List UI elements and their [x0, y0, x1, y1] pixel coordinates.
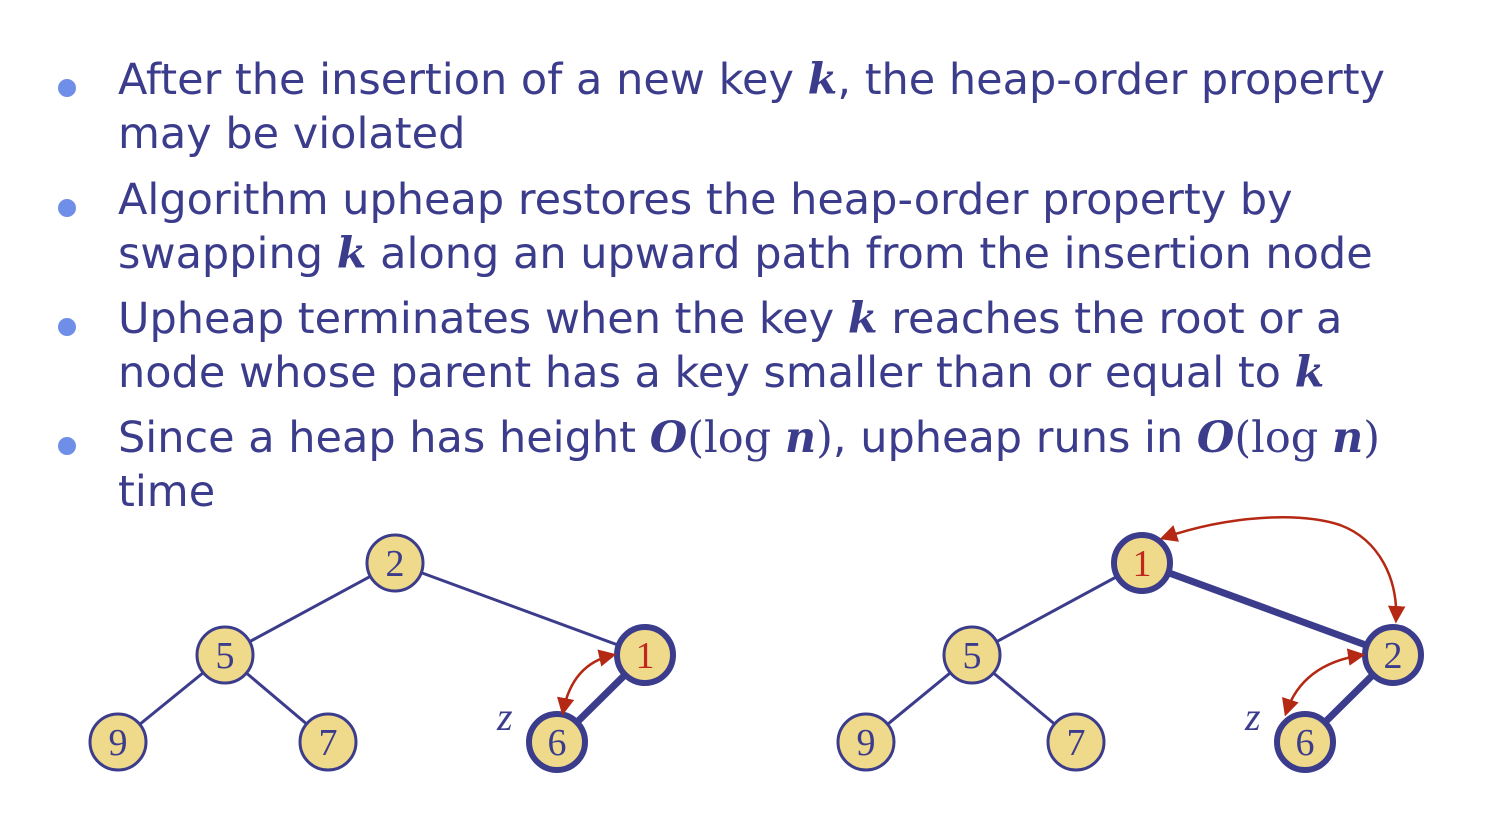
text-fragment: Algorithm upheap restores the heap-order…	[118, 175, 1293, 225]
tree-node-highlighted	[614, 624, 676, 686]
node-key-swapped: 1	[1133, 543, 1152, 585]
math-k: k	[336, 229, 367, 279]
node-key: 6	[1296, 722, 1315, 764]
bullet-text-1: After the insertion of a new key k, the …	[118, 53, 1498, 161]
node-key: 2	[1384, 635, 1403, 677]
text-fragment: After the insertion of a new key	[118, 55, 808, 105]
right-heap-tree: 1 5 2 9 7 6 z	[836, 516, 1424, 773]
tree-node	[195, 625, 255, 685]
text-fragment: time	[118, 467, 216, 517]
text-fragment: swapping	[118, 229, 337, 279]
math-k: k	[807, 55, 838, 105]
node-key: 5	[963, 635, 982, 677]
insertion-node-label: z	[1244, 694, 1261, 739]
bullet-text-4: Since a heap has height O(log n), upheap…	[118, 411, 1498, 519]
bullet-dot	[58, 318, 76, 336]
text-fragment: , the heap-order property	[837, 55, 1386, 105]
bullet-text-2: Algorithm upheap restores the heap-order…	[118, 173, 1498, 281]
tree-node	[298, 712, 358, 772]
text-fragment: , upheap runs in	[832, 413, 1197, 463]
tree-node	[942, 625, 1002, 685]
node-key: 5	[216, 635, 235, 677]
math-k: k	[1294, 348, 1325, 398]
node-key: 6	[548, 722, 567, 764]
bullet-text-3: Upheap terminates when the key k reaches…	[118, 292, 1498, 400]
math-big-o: O	[649, 413, 688, 463]
node-key: 9	[857, 722, 876, 764]
tree-node	[1046, 712, 1106, 772]
node-key: 9	[109, 722, 128, 764]
left-heap-tree: 2 5 1 9 7 6 z	[88, 533, 676, 773]
text-fragment: Upheap terminates when the key	[118, 294, 848, 344]
math-k: k	[847, 294, 878, 344]
swap-arrow	[556, 649, 617, 716]
insertion-node-label: z	[496, 694, 513, 739]
text-fragment: reaches the root or a	[877, 294, 1343, 344]
text-fragment: node whose parent has a key smaller than…	[118, 348, 1295, 398]
tree-edge	[971, 561, 1143, 657]
bullet-dot	[58, 79, 76, 97]
math-big-o: O	[1196, 413, 1235, 463]
tree-node	[365, 533, 425, 593]
tree-node	[836, 712, 896, 772]
node-key: 7	[319, 722, 338, 764]
swap-arrow	[1159, 516, 1406, 624]
swap-arrow	[1282, 648, 1366, 717]
math-n: n	[784, 413, 817, 463]
math-paren: )	[816, 413, 833, 463]
tree-edge-upheap-path	[1140, 559, 1395, 659]
math-paren: )	[1363, 413, 1381, 463]
math-log: (log	[1234, 413, 1332, 463]
tree-node	[88, 712, 148, 772]
text-fragment: may be violated	[118, 109, 466, 159]
text-fragment: along an upward path from the insertion …	[366, 229, 1373, 279]
node-key: 2	[386, 543, 405, 585]
bullet-dot	[58, 437, 76, 455]
text-fragment: Since a heap has height	[118, 413, 650, 463]
bullet-dot	[58, 199, 76, 217]
math-n: n	[1331, 413, 1364, 463]
node-key: 7	[1067, 722, 1086, 764]
math-log: (log	[687, 413, 785, 463]
tree-edge	[394, 561, 646, 657]
tree-edge	[224, 561, 396, 657]
node-key-swapped: 1	[636, 635, 655, 677]
